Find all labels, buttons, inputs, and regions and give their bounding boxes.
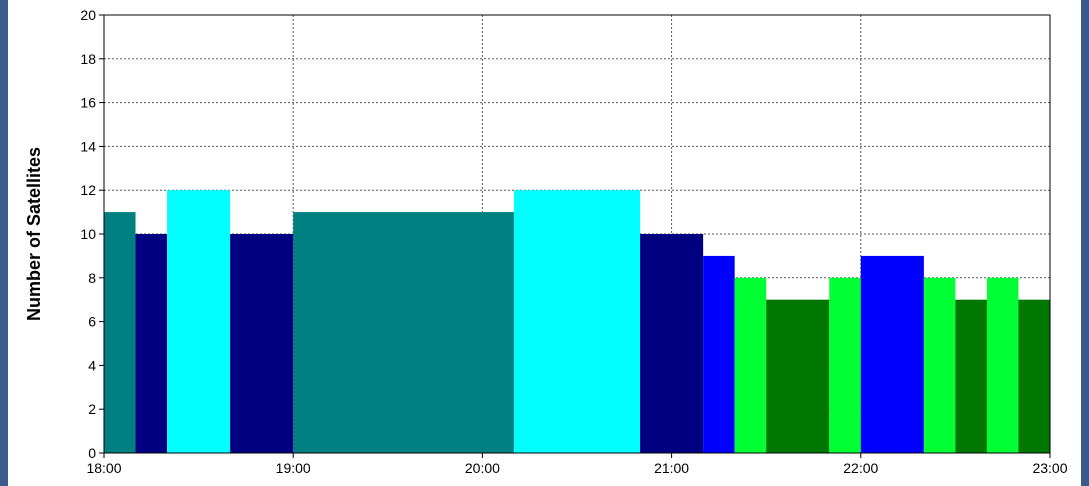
bar (923, 277, 956, 453)
bar (293, 212, 514, 453)
y-tick-label: 8 (88, 270, 96, 286)
x-axis: 18:00 19:00 20:00 21:00 22:00 23:00 (86, 453, 1068, 476)
bar (513, 190, 641, 453)
y-tick-label: 6 (88, 314, 96, 330)
bar (104, 212, 136, 453)
bar (230, 234, 294, 453)
bar (135, 234, 168, 453)
bar (640, 234, 704, 453)
bar (167, 190, 231, 453)
y-axis: 0 2 4 6 8 10 12 14 16 18 20 (80, 7, 104, 461)
y-tick-label: 16 (80, 95, 96, 111)
x-tick-label: 18:00 (86, 460, 121, 476)
bar (1018, 299, 1050, 453)
y-tick-label: 14 (80, 138, 96, 154)
y-tick-label: 18 (80, 51, 96, 67)
x-tick-label: 19:00 (276, 460, 311, 476)
y-tick-label: 4 (88, 357, 96, 373)
x-tick-label: 22:00 (843, 460, 878, 476)
bar (860, 255, 924, 453)
x-tick-label: 21:00 (654, 460, 689, 476)
bar (734, 277, 767, 453)
y-axis-title: Number of Satellites (24, 147, 44, 321)
bar (703, 255, 735, 453)
x-tick-label: 23:00 (1032, 460, 1067, 476)
bars (104, 190, 1050, 453)
chart-frame: 0 2 4 6 8 10 12 14 16 18 20 18:00 19:00 20:00 21:00 22… (8, 0, 1081, 486)
bar (766, 299, 830, 453)
bar (955, 299, 987, 453)
y-tick-label: 20 (80, 7, 96, 23)
y-tick-label: 0 (88, 445, 96, 461)
satellite-count-chart: 0 2 4 6 8 10 12 14 16 18 20 18:00 19:00 20:00 21:00 22… (24, 7, 1068, 476)
bar (986, 277, 1019, 453)
y-tick-label: 12 (80, 182, 96, 198)
y-tick-label: 10 (80, 226, 96, 242)
y-tick-label: 2 (88, 401, 96, 417)
bar (829, 277, 861, 453)
x-tick-label: 20:00 (465, 460, 500, 476)
